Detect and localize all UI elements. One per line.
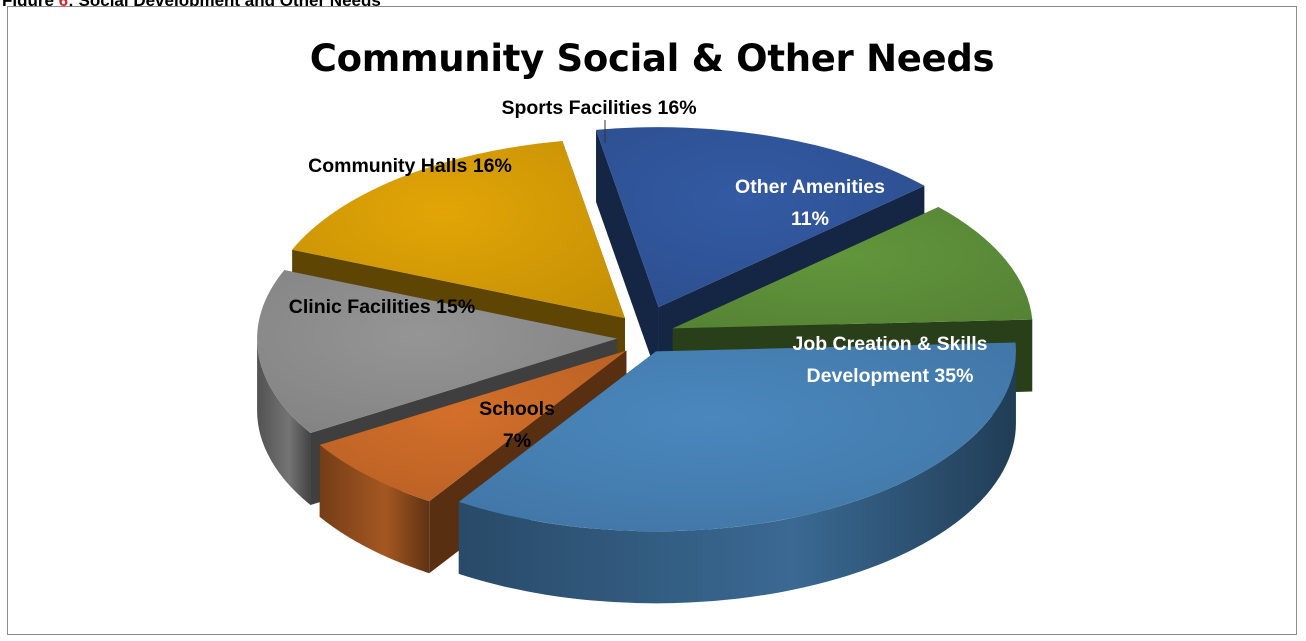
pie-slice-1-top	[672, 206, 1033, 329]
caption-prefix: Figure	[2, 0, 59, 10]
slice-label-3: Schools 7%	[479, 398, 555, 452]
pie-slice-3-side	[319, 444, 430, 574]
caption-number: 6	[58, 0, 69, 10]
pie-slice-2	[458, 342, 1016, 604]
slice-label-0: Sports Facilities 16%	[501, 97, 696, 119]
chart-title: Community Social & Other Needs	[309, 37, 995, 80]
slice-label-2: Job Creation & Skills Development 35%	[792, 333, 987, 387]
pie-slice-5-top	[292, 141, 625, 319]
pie-slice-3-top	[319, 350, 627, 502]
pie-chart: Sports Facilities 16% Other Amenities 11% J…	[257, 97, 1033, 604]
slice-label-4: Clinic Facilities 15%	[289, 296, 475, 318]
pie-slice-4-top	[257, 270, 618, 434]
pie-slice-0-wall-0	[596, 129, 659, 380]
pie-slice-2-side	[458, 351, 1016, 604]
pie-slice-0-top	[596, 127, 925, 308]
pie-slice-4-side	[257, 338, 311, 506]
caption-text: : Social Development and Other Needs	[68, 0, 381, 10]
slice-label-1: Other Amenities 11%	[735, 176, 885, 230]
pie-slice-2-top	[458, 342, 1016, 532]
chart-frame: Community Social & Other Needs Sports Fa…	[7, 6, 1297, 635]
slice-label-5: Community Halls 16%	[308, 155, 512, 177]
figure-caption: Figure 6: Social Development and Other N…	[2, 0, 381, 11]
